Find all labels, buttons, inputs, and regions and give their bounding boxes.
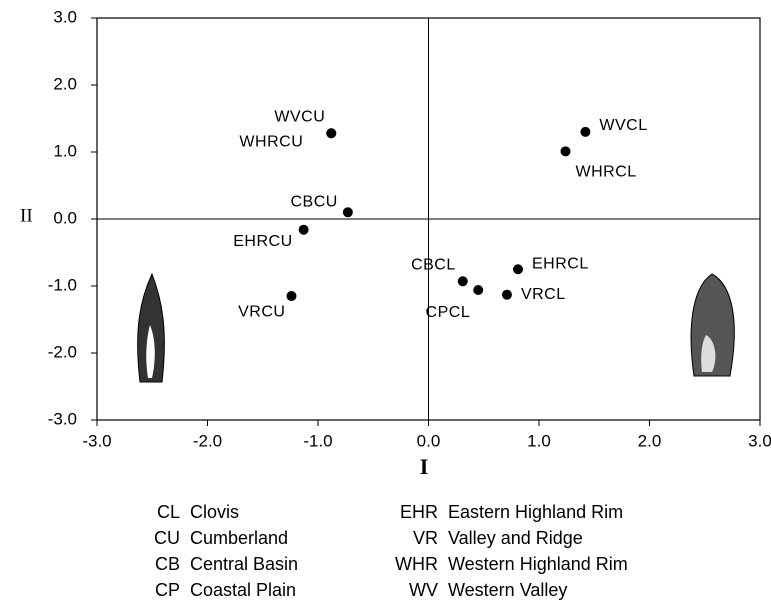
legend-code: CL xyxy=(157,502,180,522)
point-label: CBCU xyxy=(290,194,337,211)
legend-code: WV xyxy=(409,580,438,600)
legend-code: WHR xyxy=(395,554,438,574)
legend-name: Central Basin xyxy=(190,554,298,574)
point xyxy=(580,126,591,137)
y-tick-label: 1.0 xyxy=(53,141,77,160)
x-tick-label: 0.0 xyxy=(417,431,441,450)
legend-code: CP xyxy=(155,580,180,600)
x-axis-label: I xyxy=(420,454,429,479)
point xyxy=(342,207,353,218)
legend-name: Valley and Ridge xyxy=(448,528,583,548)
point xyxy=(560,146,571,157)
y-tick-label: 2.0 xyxy=(53,74,77,93)
x-tick-label: -1.0 xyxy=(303,431,332,450)
legend-code: VR xyxy=(413,528,438,548)
x-tick-label: 2.0 xyxy=(638,431,662,450)
legend-code: EHR xyxy=(400,502,438,522)
point xyxy=(501,289,512,300)
clovis-point-drawing xyxy=(137,272,165,383)
point-label: VRCU xyxy=(238,303,285,320)
point xyxy=(286,291,297,302)
point-label: EHRCU xyxy=(233,233,292,250)
point-label: CPCL xyxy=(426,304,471,321)
legend-name: Western Valley xyxy=(448,580,567,600)
x-tick-label: -3.0 xyxy=(82,431,111,450)
point-label: WVCU xyxy=(274,108,325,125)
y-tick-label: -1.0 xyxy=(48,275,77,294)
x-tick-label: -2.0 xyxy=(193,431,222,450)
point xyxy=(326,128,337,139)
point-label: WVCL xyxy=(599,117,647,134)
point xyxy=(513,264,524,275)
legend-code: CU xyxy=(154,528,180,548)
cumberland-point-drawing xyxy=(690,273,735,377)
legend-name: Clovis xyxy=(190,502,239,522)
y-tick-label: 0.0 xyxy=(53,208,77,227)
y-axis-label: II xyxy=(20,205,33,226)
x-tick-label: 1.0 xyxy=(527,431,551,450)
x-tick-label: 3.0 xyxy=(748,431,771,450)
legend-name: Eastern Highland Rim xyxy=(448,502,623,522)
point xyxy=(457,276,468,287)
y-tick-label: -2.0 xyxy=(48,342,77,361)
legend-name: Cumberland xyxy=(190,528,288,548)
point-label: WHRCU xyxy=(239,133,303,150)
point xyxy=(473,285,484,296)
y-tick-label: -3.0 xyxy=(48,409,77,428)
point xyxy=(298,224,309,235)
y-tick-label: 3.0 xyxy=(53,7,77,26)
legend-code: CB xyxy=(155,554,180,574)
legend-name: Coastal Plain xyxy=(190,580,296,600)
legend-name: Western Highland Rim xyxy=(448,554,628,574)
point-label: CBCL xyxy=(411,257,456,274)
point-label: EHRCL xyxy=(532,255,589,272)
point-label: WHRCL xyxy=(576,164,637,181)
point-label: VRCL xyxy=(521,286,566,303)
